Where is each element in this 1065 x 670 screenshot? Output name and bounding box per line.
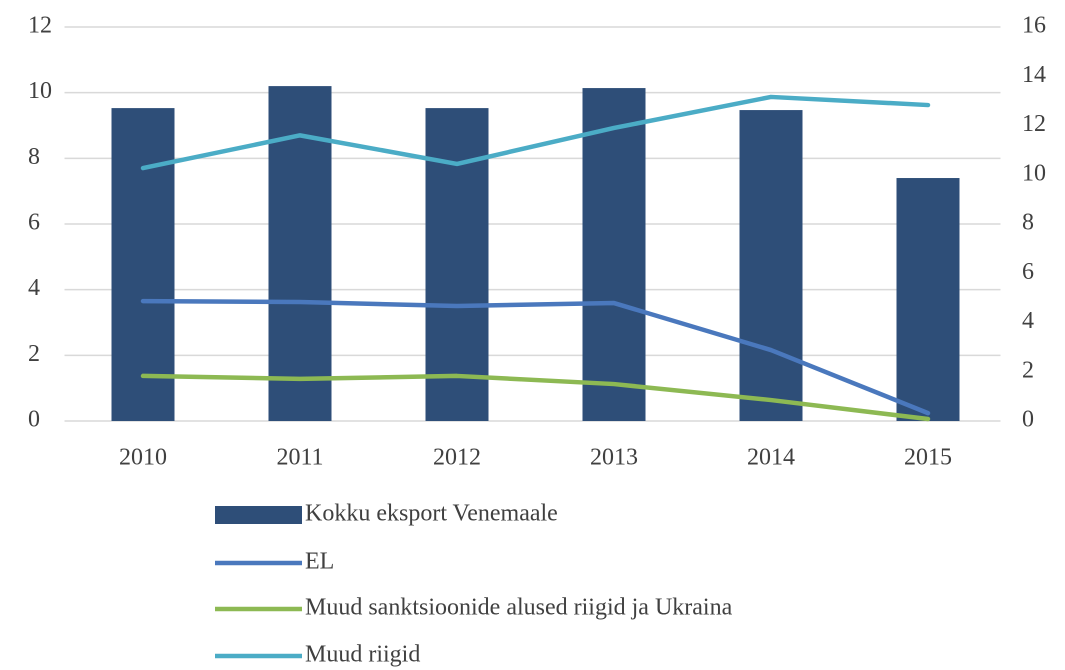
x-tick-label: 2013 — [590, 445, 638, 471]
y-tick-label: 4 — [28, 275, 40, 301]
line-series — [140, 94, 931, 171]
y-tick-label: 6 — [28, 210, 40, 236]
y2-tick-label: 6 — [1022, 259, 1034, 285]
x-tick-label: 2010 — [119, 445, 167, 471]
line-series — [140, 298, 931, 416]
bar — [582, 88, 646, 421]
bar — [896, 178, 960, 421]
y2-tick-label: 8 — [1022, 210, 1034, 236]
x-tick-label: 2014 — [747, 445, 795, 471]
legend-label: Muud riigid — [305, 642, 420, 668]
y-tick-label: 10 — [28, 78, 52, 104]
y2-tick-label: 16 — [1022, 13, 1046, 39]
x-tick-label: 2012 — [433, 445, 481, 471]
legend-swatch — [215, 506, 302, 524]
legend-label: EL — [305, 549, 334, 575]
y2-tick-label: 10 — [1022, 160, 1046, 186]
y-tick-label: 2 — [28, 341, 40, 367]
bar — [739, 110, 803, 422]
x-tick-label: 2011 — [276, 445, 323, 471]
legend-label: Muud sanktsioonide alused riigid ja Ukra… — [305, 595, 733, 621]
y2-tick-label: 14 — [1022, 62, 1046, 88]
y2-tick-label: 2 — [1022, 357, 1034, 383]
y-tick-label: 8 — [28, 144, 40, 170]
x-tick-label: 2015 — [904, 445, 952, 471]
y-tick-label: 12 — [28, 13, 52, 39]
line-series — [140, 373, 931, 422]
bar — [111, 108, 175, 422]
legend-label: Kokku eksport Venemaale — [305, 501, 558, 527]
y2-tick-label: 0 — [1022, 407, 1034, 433]
y2-tick-label: 4 — [1022, 308, 1034, 334]
y-tick-label: 0 — [28, 407, 40, 433]
y2-tick-label: 12 — [1022, 111, 1046, 137]
